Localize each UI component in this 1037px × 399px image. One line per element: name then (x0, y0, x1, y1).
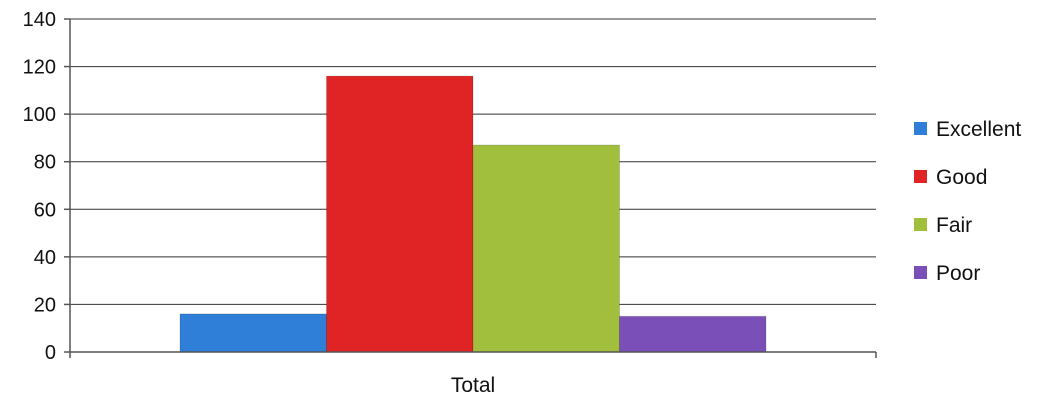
legend-item-excellent: Excellent (914, 118, 1021, 141)
legend-label: Good (936, 166, 987, 189)
legend-swatch (914, 170, 927, 183)
y-tick-label: 120 (23, 57, 56, 79)
legend-item-good: Good (914, 166, 987, 189)
legend-item-fair: Fair (914, 214, 972, 237)
legend: Excellent Good Fair Poor (914, 118, 1021, 285)
legend-label: Fair (936, 214, 972, 237)
legend-swatch (914, 218, 927, 231)
y-tick-label: 80 (34, 152, 56, 174)
legend-swatch (914, 266, 927, 279)
y-tick-label: 40 (34, 247, 56, 269)
y-tick-label: 100 (23, 104, 56, 126)
legend-item-poor: Poor (914, 262, 980, 285)
y-tick-label: 0 (45, 342, 56, 364)
y-tick-labels: 0 20 40 60 80 100 120 140 (23, 9, 56, 364)
legend-swatch (914, 122, 927, 135)
x-tick-label: Total (451, 374, 495, 397)
y-tick-label: 60 (34, 199, 56, 221)
bar-poor (618, 315, 767, 353)
bar-excellent (179, 313, 328, 353)
bar-fair (472, 144, 620, 353)
y-tick-label: 140 (23, 9, 56, 31)
x-tick-labels: Total (451, 374, 495, 397)
y-tick-label: 20 (34, 294, 56, 316)
legend-label: Excellent (936, 118, 1021, 141)
legend-label: Poor (936, 262, 980, 285)
bar-good (326, 75, 474, 353)
axes (64, 18, 877, 358)
bars (179, 75, 767, 353)
